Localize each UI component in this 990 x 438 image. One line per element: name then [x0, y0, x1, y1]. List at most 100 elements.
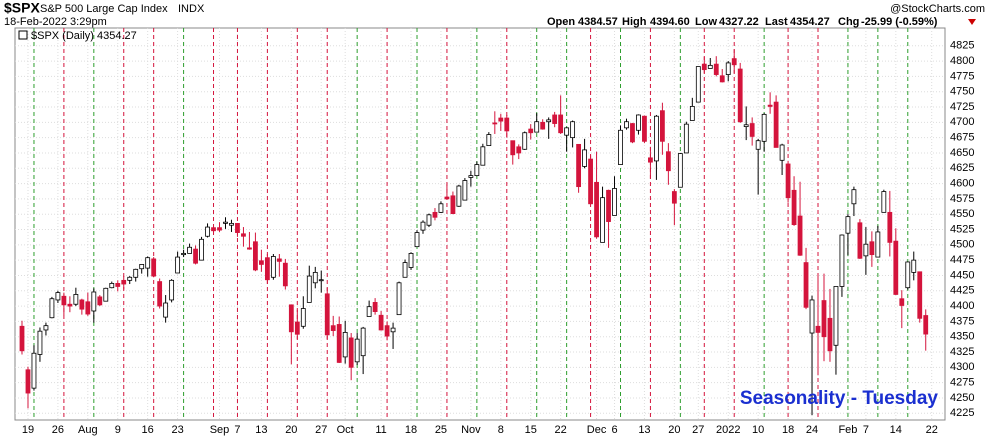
candle-body [282, 262, 288, 287]
x-tick-label: 16 [142, 424, 154, 436]
candle-body [121, 279, 127, 285]
candle-body [336, 324, 342, 363]
x-tick-label: 20 [668, 424, 680, 436]
candle-body [462, 180, 468, 201]
candle-body [492, 122, 498, 125]
candle-body [833, 286, 839, 346]
candle-body [797, 215, 803, 256]
x-tick-label: Dec [587, 424, 607, 436]
candle-body [223, 221, 228, 224]
candle-body [486, 134, 492, 146]
candle-body [43, 325, 49, 331]
candle-body [677, 153, 683, 188]
x-tick-label: 18 [782, 424, 794, 436]
x-tick-label: 25 [435, 424, 447, 436]
candle-body [665, 151, 671, 172]
candle-body [438, 203, 444, 213]
y-tick-label: 4725 [950, 101, 974, 113]
candle-body [229, 222, 234, 226]
y-tick-label: 4600 [950, 177, 974, 189]
candle-body [893, 240, 899, 295]
candle-body [612, 188, 617, 216]
candle-body [618, 129, 623, 165]
candle-body [312, 271, 318, 284]
low-label: Low [695, 16, 717, 28]
x-tick-label: 7 [863, 424, 869, 436]
x-tick-label: 7 [234, 424, 240, 436]
candle-body [211, 227, 216, 232]
chg-value: -25.99 (-0.59%) [861, 16, 938, 28]
candle-body [839, 234, 845, 287]
candle-body [659, 110, 665, 142]
candle-body [414, 232, 420, 248]
candle-body [318, 279, 324, 282]
candle-body [588, 158, 593, 205]
x-tick-label: 23 [171, 424, 183, 436]
candle-body [175, 256, 181, 274]
candle-body [869, 241, 875, 256]
y-tick-label: 4275 [950, 377, 974, 389]
candle-body [474, 164, 480, 177]
candle-body [552, 114, 558, 124]
candle-body [217, 227, 222, 231]
candle-body [540, 121, 546, 130]
x-tick-label: 14 [890, 424, 902, 436]
y-tick-label: 4800 [950, 55, 974, 67]
candle-body [61, 295, 67, 306]
candle-body [821, 300, 827, 338]
candle-body [845, 216, 851, 234]
x-tick-label: 27 [315, 424, 327, 436]
candle-body [630, 123, 635, 143]
candle-body [270, 256, 276, 278]
candle-body [31, 352, 37, 389]
candle-body [205, 226, 210, 237]
x-tick-label: 20 [285, 424, 297, 436]
candle-body [25, 369, 31, 394]
candle-body [779, 144, 785, 161]
legend-swatch [18, 30, 28, 40]
x-tick-label: 19 [22, 424, 34, 436]
y-tick-label: 4625 [950, 162, 974, 174]
candle-body [97, 296, 103, 306]
candle-body [701, 63, 707, 71]
y-tick-label: 4250 [950, 392, 974, 404]
candle-body [109, 283, 115, 289]
candle-body [755, 140, 761, 150]
candle-body [247, 247, 252, 250]
y-tick-label: 4575 [950, 193, 974, 205]
candle-body [157, 281, 163, 307]
candle-body [37, 330, 43, 355]
candle-body [294, 321, 300, 335]
candle-body [887, 211, 893, 243]
candle-body [689, 106, 695, 121]
watermark: @StockCharts.com [890, 3, 985, 15]
candle-body [683, 123, 689, 154]
candle-body [151, 258, 157, 277]
candle-body [396, 282, 402, 316]
candle-body [306, 275, 312, 303]
candle-body [642, 115, 647, 142]
candle-body [79, 299, 85, 310]
y-tick-label: 4500 [950, 239, 974, 251]
candle-body [199, 238, 204, 261]
y-tick-label: 4750 [950, 86, 974, 98]
exchange: INDX [178, 3, 205, 15]
plot-frame [14, 27, 946, 421]
candle-body [169, 279, 175, 301]
candle-body [624, 121, 629, 129]
annotation: Seasonality - Tuesday [740, 388, 939, 409]
y-tick-label: 4775 [950, 70, 974, 82]
low-value: 4327.22 [719, 16, 759, 28]
candle-body [450, 195, 456, 214]
candle-body [737, 68, 743, 123]
candle-body [863, 243, 869, 257]
candle-body [432, 211, 438, 218]
candle-body [402, 262, 408, 278]
candle-body [564, 127, 570, 136]
candle-body [420, 221, 426, 231]
candle-body [570, 121, 576, 139]
candle-body [594, 181, 599, 238]
x-tick-label: 6 [611, 424, 617, 436]
candle-body [498, 117, 504, 122]
